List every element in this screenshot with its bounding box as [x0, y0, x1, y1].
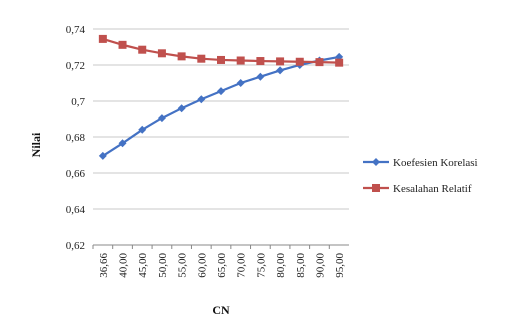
data-point: [335, 58, 344, 67]
data-point: [177, 104, 186, 113]
data-point: [98, 34, 107, 43]
x-tick-label: 90,00: [314, 253, 326, 278]
y-tick-label: 0,68: [66, 132, 86, 144]
y-tick-label: 0,62: [66, 240, 85, 252]
x-tick-label: 50,00: [157, 253, 169, 278]
data-point: [217, 87, 225, 96]
x-tick-label: 85,00: [295, 253, 307, 278]
data-point: [138, 125, 147, 134]
y-tick-label: 0,64: [66, 204, 86, 216]
x-tick-label: 40,00: [118, 253, 130, 278]
x-tick-label: 45,00: [137, 253, 149, 278]
data-point: [236, 56, 245, 65]
legend-item: Kesalahan Relatif: [363, 183, 472, 195]
x-axis-title: CN: [212, 303, 230, 317]
y-tick-label: 0,7: [71, 96, 85, 108]
data-point: [157, 49, 166, 58]
data-point: [118, 40, 127, 49]
x-tick-labels: 36,66 40,00 45,00 50,00 55,00 60,00 65,00 70,00…: [92, 245, 346, 278]
data-point: [217, 55, 225, 64]
x-tick-label: 80,00: [275, 253, 287, 278]
data-point: [315, 58, 324, 67]
data-point: [256, 72, 265, 81]
legend-item: Koefesien Korelasi: [363, 157, 478, 169]
x-tick-label: 75,00: [255, 253, 267, 278]
data-point: [256, 57, 265, 66]
y-axis-title: Nilai: [29, 132, 43, 157]
data-point: [157, 114, 166, 123]
x-tick-label: 55,00: [177, 253, 189, 278]
data-point: [276, 57, 285, 66]
legend-label: Koefesien Korelasi: [393, 157, 478, 169]
data-point: [98, 151, 107, 160]
y-tick-label: 0,72: [66, 60, 85, 72]
data-point: [197, 95, 206, 104]
legend-marker: [372, 158, 380, 166]
data-point: [295, 57, 304, 66]
y-tick-label: 0,74: [66, 24, 86, 36]
y-tick-labels: 0,62 0,64 0,66 0,68 0,7 0,72 0,74: [66, 24, 86, 252]
y-tick-label: 0,66: [66, 168, 86, 180]
x-tick-label: 60,00: [196, 253, 208, 278]
x-tick-label: 36,66: [98, 253, 110, 278]
legend: Koefesien Korelasi Kesalahan Relatif: [363, 157, 478, 195]
data-point: [177, 52, 186, 61]
data-point: [236, 79, 245, 87]
data-point: [138, 45, 147, 54]
legend-label: Kesalahan Relatif: [393, 183, 472, 195]
data-point: [276, 66, 285, 75]
series-kesalahan-relatif: [98, 34, 344, 67]
data-point: [118, 139, 127, 148]
legend-marker: [372, 184, 380, 192]
data-point: [197, 54, 206, 63]
x-tick-label: 70,00: [236, 253, 248, 278]
x-tick-label: 95,00: [334, 253, 346, 278]
series-group: [98, 34, 344, 160]
x-tick-label: 65,00: [216, 253, 228, 278]
